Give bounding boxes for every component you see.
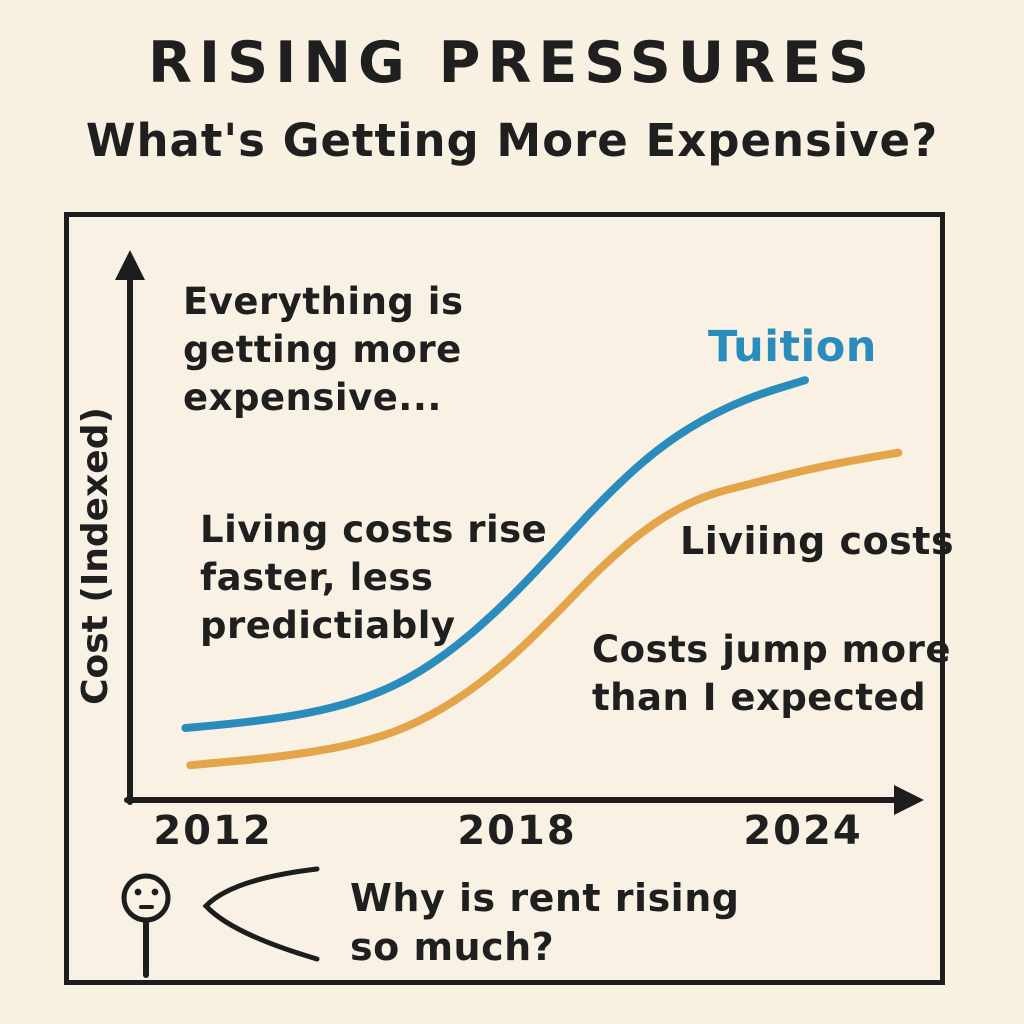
y-axis-label: Cost (Indexed) [75, 407, 116, 705]
chart-frame [64, 212, 945, 985]
speech-text: Why is rent rising so much? [350, 876, 740, 970]
annotation-costs-jump: Costs jump more than I expected [592, 628, 951, 720]
tuition-series-label: Tuition [708, 322, 877, 372]
y-axis-arrowhead-icon [115, 250, 145, 280]
tuition-line [181, 376, 809, 732]
x-tick-2024: 2024 [743, 808, 863, 854]
x-axis-arrowhead-icon [894, 785, 924, 815]
living-costs-series-label: Liviing costs [680, 519, 955, 563]
x-tick-2018: 2018 [457, 808, 577, 854]
page-subtitle: What's Getting More Expensive? [85, 114, 939, 167]
annotation-living-costs-rise: Living costs rise faster, less predictia… [200, 508, 548, 648]
speech-bracket-icon [202, 866, 320, 962]
living-costs-line [186, 448, 903, 770]
x-tick-2012: 2012 [153, 808, 273, 854]
page-title: RISING PRESSURES [147, 30, 876, 96]
stick-figure-icon [121, 873, 171, 978]
annotation-everything-expensive: Everything is getting more expensive... [183, 280, 464, 420]
